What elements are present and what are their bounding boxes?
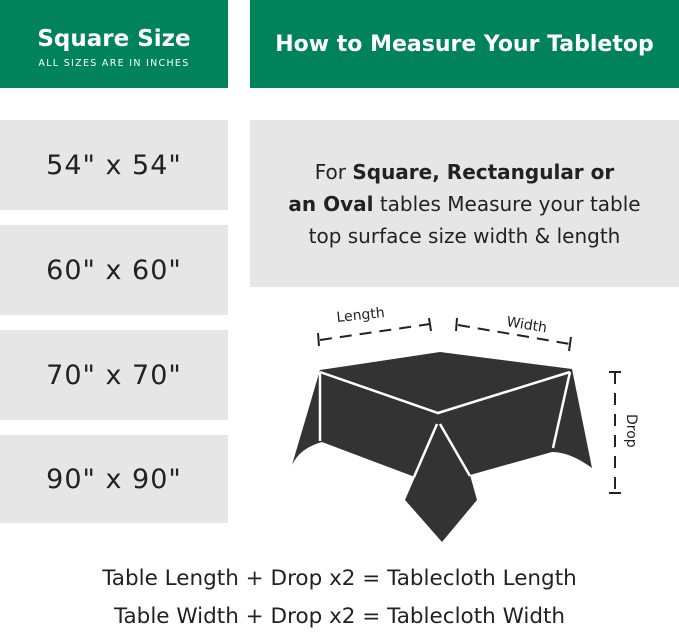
instr-text: For <box>314 159 353 184</box>
width-dimension <box>455 317 572 352</box>
tablecloth-shape <box>292 352 592 542</box>
length-dimension <box>317 317 432 347</box>
size-option: 90" x 90" <box>0 435 228 523</box>
size-option: 54" x 54" <box>0 120 228 210</box>
length-label: Length <box>336 305 386 326</box>
length-formula: Table Length + Drop x2 = Tablecloth Leng… <box>102 566 577 591</box>
size-label: 54" x 54" <box>46 149 182 181</box>
measure-title: How to Measure Your Tabletop <box>275 31 654 57</box>
square-size-subtitle: ALL SIZES ARE IN INCHES <box>38 58 190 69</box>
size-option: 70" x 70" <box>0 330 228 420</box>
size-label: 60" x 60" <box>46 254 182 286</box>
size-label: 70" x 70" <box>46 359 182 391</box>
square-size-header: Square Size ALL SIZES ARE IN INCHES <box>0 0 228 88</box>
size-option: 60" x 60" <box>0 225 228 315</box>
drop-label: Drop <box>623 414 639 448</box>
instr-text: top surface size width & length <box>308 223 621 248</box>
instr-bold: an Oval <box>288 191 374 216</box>
square-size-title: Square Size <box>37 26 191 52</box>
instr-text: tables Measure your table <box>373 191 641 216</box>
measure-instructions: For Square, Rectangular or an Oval table… <box>250 120 679 287</box>
measure-header: How to Measure Your Tabletop <box>250 0 679 88</box>
width-formula: Table Width + Drop x2 = Tablecloth Width <box>113 604 566 629</box>
instr-bold: Square, Rectangular or <box>352 159 615 184</box>
size-label: 90" x 90" <box>46 463 182 495</box>
tablecloth-edges <box>318 370 572 478</box>
drop-dimension <box>609 371 621 494</box>
width-label: Width <box>505 314 548 336</box>
